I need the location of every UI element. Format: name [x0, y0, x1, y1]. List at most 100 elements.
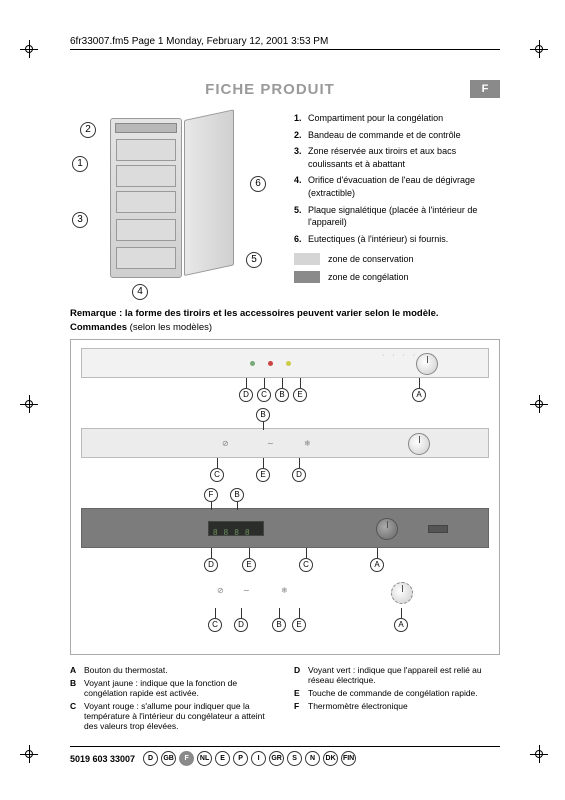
thermostat-dial	[416, 353, 438, 375]
lang-circle-P: P	[233, 751, 248, 766]
lang-circle-N: N	[305, 751, 320, 766]
marker-D: D	[239, 388, 253, 402]
crop-mark	[20, 395, 38, 413]
marker-D: D	[234, 618, 248, 632]
lang-circle-GR: GR	[269, 751, 284, 766]
callout-1: 1	[72, 156, 88, 172]
panel-4-body: ⊘ ∼ ❄	[81, 578, 489, 608]
legend-item: 3.Zone réservée aux tiroirs et aux bacs …	[294, 145, 500, 170]
lang-circle-F: F	[179, 751, 194, 766]
panel-2: ⊘ ∼ ❄ B C E D	[81, 410, 489, 480]
marker-A: A	[394, 618, 408, 632]
panel-1-body: · · · · ·	[81, 348, 489, 378]
footer-code: 5019 603 33007	[70, 754, 135, 764]
lang-circle-GB: GB	[161, 751, 176, 766]
marker-C: C	[257, 388, 271, 402]
led-red	[268, 361, 273, 366]
marker-B: B	[272, 618, 286, 632]
marker-D: D	[292, 468, 306, 482]
led-green	[250, 361, 255, 366]
fridge-drawer	[116, 165, 176, 187]
swatch-row: zone de congélation	[294, 271, 500, 283]
definition-row: ABouton du thermostat.	[70, 665, 276, 675]
marker-E: E	[292, 618, 306, 632]
fridge-door	[184, 109, 234, 276]
lang-circle-D: D	[143, 751, 158, 766]
definitions: ABouton du thermostat. BVoyant jaune : in…	[70, 665, 500, 734]
marker-B: B	[256, 408, 270, 422]
footer-langs: DGBFNLEPIGRSNDKFIN	[143, 751, 356, 766]
swatch-row: zone de conservation	[294, 253, 500, 265]
thermostat-dial	[376, 518, 398, 540]
marker-E: E	[256, 468, 270, 482]
marker-B: B	[275, 388, 289, 402]
lang-circle-E: E	[215, 751, 230, 766]
marker-E: E	[242, 558, 256, 572]
fridge-control-panel	[115, 123, 177, 133]
callout-6: 6	[250, 176, 266, 192]
callout-2: 2	[80, 122, 96, 138]
definition-row: ETouche de commande de congélation rapid…	[294, 688, 500, 698]
definition-row: CVoyant rouge : s'allume pour indiquer q…	[70, 701, 276, 731]
lang-circle-FIN: FIN	[341, 751, 356, 766]
definitions-left: ABouton du thermostat. BVoyant jaune : in…	[70, 665, 276, 734]
definition-row: FThermomètre électronique	[294, 701, 500, 711]
marker-F: F	[204, 488, 218, 502]
title-row: FICHE PRODUIT F	[70, 80, 500, 98]
language-badge: F	[470, 80, 500, 98]
fridge-drawer	[116, 139, 176, 161]
header-rule	[70, 49, 500, 50]
callout-3: 3	[72, 212, 88, 228]
fridge-drawer	[116, 219, 176, 241]
fridge-illustration	[110, 118, 210, 283]
marker-C: C	[299, 558, 313, 572]
marker-D: D	[204, 558, 218, 572]
page-title: FICHE PRODUIT	[70, 81, 470, 98]
definitions-right: DVoyant vert : indique que l'appareil es…	[294, 665, 500, 734]
thermostat-dial	[408, 433, 430, 455]
lang-circle-NL: NL	[197, 751, 212, 766]
fridge-body	[110, 118, 182, 278]
marker-C: C	[208, 618, 222, 632]
fridge-diagram: 123456	[70, 112, 280, 292]
commands-label: Commandes (selon les modèles)	[70, 322, 500, 333]
marker-C: C	[210, 468, 224, 482]
legend-item: 5.Plaque signalétique (placée à l'intéri…	[294, 204, 500, 229]
legend-item: 1.Compartiment pour la congélation	[294, 112, 500, 125]
footer-rule	[70, 746, 500, 747]
thermostat-dial	[391, 582, 413, 604]
legend-list: 1.Compartiment pour la congélation2.Band…	[294, 112, 500, 245]
legend-item: 4.Orifice d'évacuation de l'eau de dégiv…	[294, 174, 500, 199]
top-section: 123456 1.Compartiment pour la congélatio…	[70, 112, 500, 292]
panel-4: ⊘ ∼ ❄ CD BE A	[81, 578, 489, 634]
marker-A: A	[412, 388, 426, 402]
crop-mark	[530, 745, 548, 763]
crop-mark	[530, 395, 548, 413]
panel-1: · · · · · DCBE A	[81, 348, 489, 400]
fridge-drawer	[116, 247, 176, 269]
crop-mark	[20, 40, 38, 58]
button	[428, 525, 448, 533]
panel-2-body: ⊘ ∼ ❄	[81, 428, 489, 458]
lang-circle-S: S	[287, 751, 302, 766]
digital-display	[208, 521, 264, 536]
lang-circle-I: I	[251, 751, 266, 766]
callout-5: 5	[246, 252, 262, 268]
definition-row: BVoyant jaune : indique que la fonction …	[70, 678, 276, 698]
legend-column: 1.Compartiment pour la congélation2.Band…	[294, 112, 500, 292]
panel-3-body	[81, 508, 489, 548]
crop-mark	[20, 745, 38, 763]
definition-row: DVoyant vert : indique que l'appareil es…	[294, 665, 500, 685]
led-yellow	[286, 361, 291, 366]
crop-mark	[530, 40, 548, 58]
page-content: 6fr33007.fm5 Page 1 Monday, February 12,…	[70, 36, 500, 766]
marker-A: A	[370, 558, 384, 572]
fridge-drawer	[116, 191, 176, 213]
remark-text: Remarque : la forme des tiroirs et les a…	[70, 308, 500, 319]
callout-4: 4	[132, 284, 148, 300]
file-header: 6fr33007.fm5 Page 1 Monday, February 12,…	[70, 36, 500, 47]
remark-bold: Remarque : la forme des tiroirs et les a…	[70, 308, 439, 319]
marker-E: E	[293, 388, 307, 402]
lang-circle-DK: DK	[323, 751, 338, 766]
footer: 5019 603 33007 DGBFNLEPIGRSNDKFIN	[70, 751, 500, 766]
